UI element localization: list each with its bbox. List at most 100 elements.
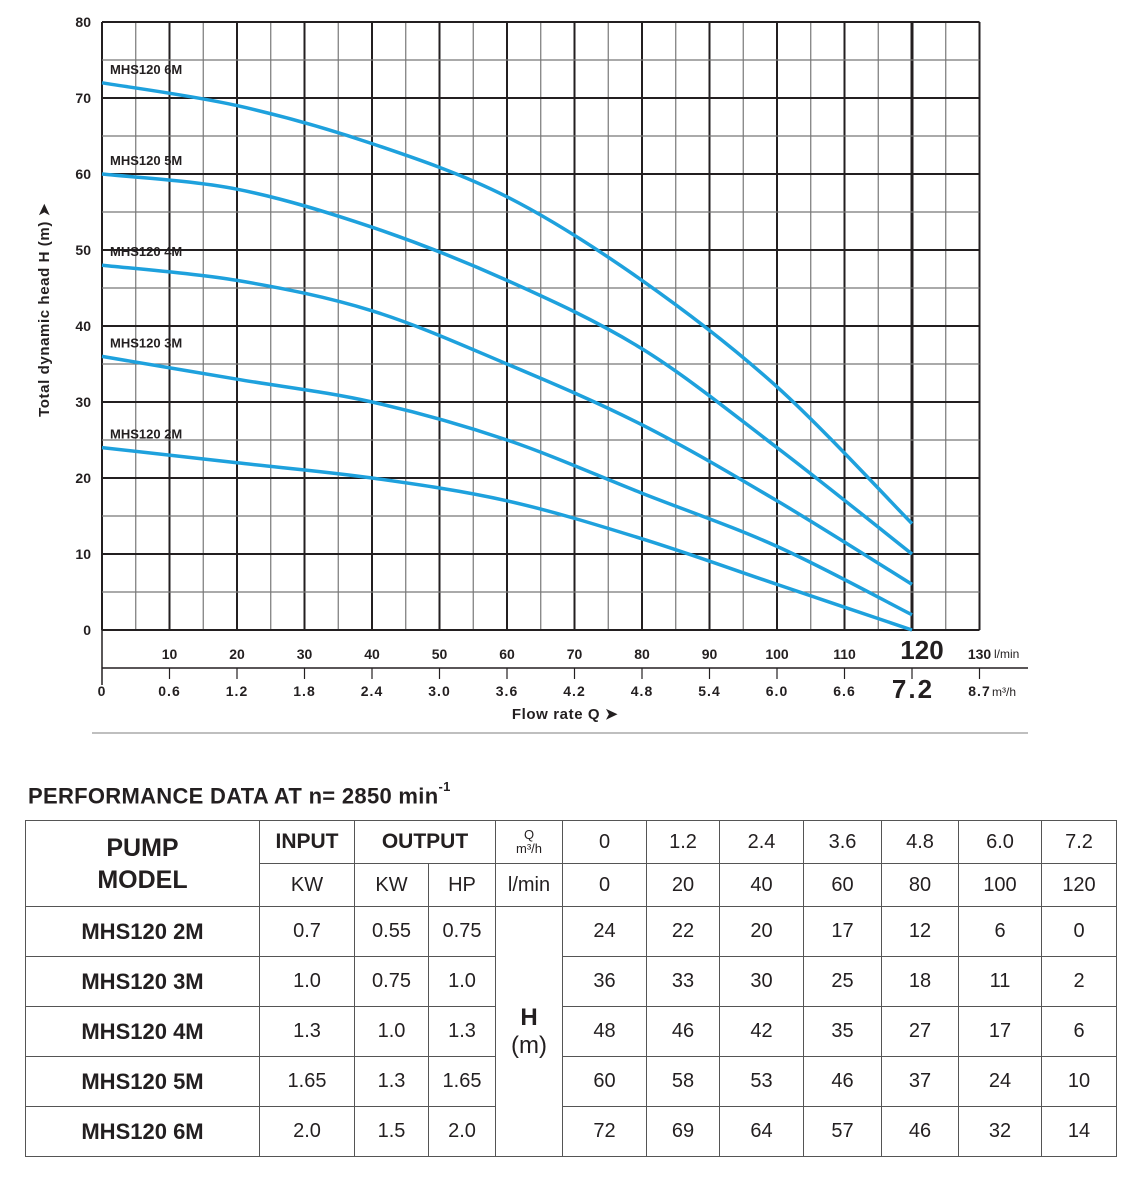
head-value-cell: 64 bbox=[719, 1106, 804, 1157]
q-label: Q bbox=[523, 827, 535, 842]
x-tick-label-m3h: 7.2 bbox=[892, 674, 934, 704]
q-m3h-value: 6.0 bbox=[958, 820, 1042, 864]
y-tick-label: 40 bbox=[75, 318, 91, 334]
y-tick-label: 0 bbox=[83, 622, 91, 638]
pump-model-cell: MHS120 6M bbox=[25, 1106, 260, 1157]
x-tick-label-lmin: 20 bbox=[229, 646, 245, 662]
table-row: MHS120 2M 0.7 0.55 0.75 H (m) 24 22 20 17 12 6 0 bbox=[25, 906, 1117, 1157]
x-tick-label-lmin: 50 bbox=[432, 646, 448, 662]
x-unit-lmin: l/min bbox=[994, 647, 1019, 661]
chart-curves: MHS120 6M MHS120 5M MHS120 4M MHS120 3M MHS1… bbox=[101, 62, 914, 632]
x-tick-label-m3h: 4.2 bbox=[563, 683, 585, 699]
x-tick-label-lmin: 80 bbox=[634, 646, 650, 662]
head-label-cell: H (m) bbox=[495, 906, 563, 1157]
head-value-cell: 60 bbox=[562, 1056, 647, 1107]
curve-label: MHS120 5M bbox=[110, 153, 182, 168]
q-lmin-value: 120 bbox=[1041, 863, 1117, 907]
head-value-cell: 11 bbox=[958, 956, 1042, 1007]
head-value-cell: 10 bbox=[1041, 1056, 1117, 1107]
head-value-cell: 25 bbox=[803, 956, 882, 1007]
pump-model-cell: MHS120 2M bbox=[25, 906, 260, 957]
q-lmin-value: 60 bbox=[803, 863, 882, 907]
output-hp-cell: 0.75 bbox=[428, 906, 496, 957]
head-value-cell: 37 bbox=[881, 1056, 959, 1107]
head-value-cell: 72 bbox=[562, 1106, 647, 1157]
head-value-cell: 17 bbox=[803, 906, 882, 957]
x-tick-label-lmin: 90 bbox=[702, 646, 718, 662]
y-axis-label: Total dynamic head H (m) ➤ bbox=[36, 203, 53, 417]
input-kw-cell: 1.0 bbox=[259, 956, 355, 1007]
head-value-cell: 57 bbox=[803, 1106, 882, 1157]
pump-model-header: PUMP MODEL bbox=[25, 820, 260, 907]
x-tick-label-m3h: 6.0 bbox=[766, 683, 788, 699]
x-tick-label-m3h: 8.7 bbox=[968, 683, 990, 699]
chart-grid bbox=[101, 21, 981, 631]
output-header: OUTPUT bbox=[354, 820, 496, 864]
pump-model-header-line: MODEL bbox=[97, 865, 188, 894]
head-value-cell: 35 bbox=[803, 1006, 882, 1057]
y-tick-label: 50 bbox=[75, 242, 91, 258]
table-row: MHS120 5M 1.65 1.3 1.65 60 58 53 46 37 24 10 bbox=[25, 1056, 1117, 1107]
head-value-cell: 36 bbox=[562, 956, 647, 1007]
q-lmin-value: 100 bbox=[958, 863, 1042, 907]
q-m3h-value: 7.2 bbox=[1041, 820, 1117, 864]
y-tick-label: 80 bbox=[75, 14, 91, 30]
head-value-cell: 48 bbox=[562, 1006, 647, 1057]
head-value-cell: 17 bbox=[958, 1006, 1042, 1057]
curve-mhs120-5m bbox=[101, 172, 914, 556]
head-label: H bbox=[520, 1003, 538, 1031]
x-tick-label-m3h: 0.6 bbox=[158, 683, 180, 699]
curve-mhs120-6m bbox=[101, 81, 914, 525]
head-value-cell: 24 bbox=[958, 1056, 1042, 1107]
x-tick-label-m3h: 6.6 bbox=[833, 683, 855, 699]
q-lmin-value: 0 bbox=[562, 863, 647, 907]
curve-mhs120-2m bbox=[101, 445, 913, 632]
output-kw-cell: 1.5 bbox=[354, 1106, 429, 1157]
input-kw-cell: 0.7 bbox=[259, 906, 355, 957]
q-m3h-value: 1.2 bbox=[646, 820, 720, 864]
head-value-cell: 2 bbox=[1041, 956, 1117, 1007]
head-value-cell: 22 bbox=[646, 906, 720, 957]
output-hp-cell: 2.0 bbox=[428, 1106, 496, 1157]
head-value-cell: 18 bbox=[881, 956, 959, 1007]
head-value-cell: 12 bbox=[881, 906, 959, 957]
output-kw-cell: 1.0 bbox=[354, 1006, 429, 1057]
output-hp-unit: HP bbox=[428, 863, 496, 907]
head-value-cell: 24 bbox=[562, 906, 647, 957]
input-kw-cell: 1.65 bbox=[259, 1056, 355, 1107]
x-tick-label-m3h: 3.6 bbox=[496, 683, 518, 699]
pump-model-cell: MHS120 3M bbox=[25, 956, 260, 1007]
input-kw-cell: 1.3 bbox=[259, 1006, 355, 1057]
output-kw-cell: 1.3 bbox=[354, 1056, 429, 1107]
pump-model-header-line: PUMP bbox=[106, 833, 179, 862]
x-tick-label-m3h: 1.2 bbox=[226, 683, 248, 699]
pump-performance-chart: 0 10 20 30 40 50 60 70 80 10 20 30 40 50 60 70 80 90 100 11… bbox=[36, 14, 1028, 734]
x-tick-label-lmin: 40 bbox=[364, 646, 380, 662]
output-kw-cell: 0.75 bbox=[354, 956, 429, 1007]
performance-title: PERFORMANCE DATA AT n= 2850 min-1 bbox=[28, 779, 451, 809]
q-unit: m³/h bbox=[516, 841, 542, 856]
output-kw-unit: KW bbox=[354, 863, 429, 907]
x-tick-label-lmin: 30 bbox=[297, 646, 313, 662]
curve-mhs120-4m bbox=[101, 263, 913, 586]
head-value-cell: 0 bbox=[1041, 906, 1117, 957]
q-lmin-value: 80 bbox=[881, 863, 959, 907]
y-tick-label: 70 bbox=[75, 90, 91, 106]
q-m3h-value: 4.8 bbox=[881, 820, 959, 864]
curve-mhs120-3m bbox=[101, 354, 913, 617]
head-value-cell: 30 bbox=[719, 956, 804, 1007]
input-kw-cell: 2.0 bbox=[259, 1106, 355, 1157]
chart-axes: 0 10 20 30 40 50 60 70 80 10 20 30 40 50 60 70 80 90 100 11… bbox=[75, 14, 1028, 734]
x-tick-label-lmin: 120 bbox=[900, 635, 943, 665]
x-tick-label-lmin: 60 bbox=[499, 646, 515, 662]
performance-title-exponent: -1 bbox=[438, 779, 451, 794]
head-value-cell: 46 bbox=[881, 1106, 959, 1157]
y-tick-label: 30 bbox=[75, 394, 91, 410]
x-tick-label-m3h: 2.4 bbox=[361, 683, 383, 699]
table-row: MHS120 6M 2.0 1.5 2.0 72 69 64 57 46 32 14 bbox=[25, 1106, 1117, 1157]
table-subheader-row: KW KW HP l/min 0 20 40 60 80 100 120 bbox=[26, 863, 1117, 907]
pump-model-cell: MHS120 4M bbox=[25, 1006, 260, 1057]
input-header: INPUT bbox=[259, 820, 355, 864]
